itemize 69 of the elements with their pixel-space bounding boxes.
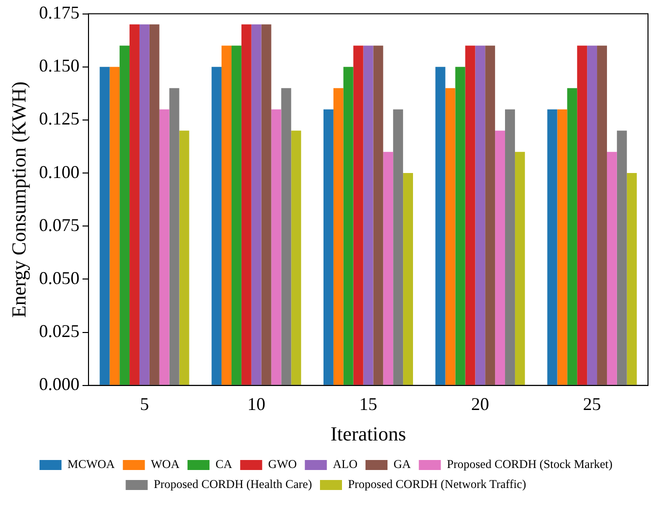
y-axis-title: Energy Consumption (KWH) [8, 81, 30, 318]
x-tick-label: 15 [359, 394, 378, 414]
y-tick-label: 0.125 [39, 108, 80, 129]
bar [383, 152, 394, 385]
y-tick-label: 0.000 [39, 374, 80, 394]
bar [159, 109, 170, 385]
bar [495, 130, 506, 385]
bar [281, 88, 292, 385]
bar [231, 46, 242, 385]
bar [120, 46, 130, 385]
bar [485, 46, 496, 385]
y-tick-label: 0.175 [39, 2, 80, 23]
bar [139, 24, 150, 385]
bar [403, 173, 414, 385]
bar [626, 173, 637, 385]
legend-label: GA [394, 457, 412, 472]
bar [110, 66, 120, 385]
bar [567, 88, 578, 385]
bar [505, 109, 515, 385]
bar [547, 109, 558, 385]
y-tick-label: 0.100 [39, 162, 80, 182]
bar [435, 66, 446, 385]
legend-label: Proposed CORDH (Health Care) [154, 477, 312, 492]
x-tick-label: 5 [140, 394, 149, 414]
bar [271, 109, 282, 385]
y-tick-label: 0.150 [39, 56, 80, 76]
legend-label: MCWOA [68, 457, 116, 472]
legend-label: Proposed CORDH (Network Traffic) [348, 477, 526, 492]
bar [393, 109, 404, 385]
bar [333, 88, 344, 385]
bar [373, 46, 384, 385]
y-tick-label: 0.050 [39, 268, 80, 288]
bar [241, 24, 252, 385]
legend-label: WOA [150, 457, 180, 472]
bar [169, 88, 180, 385]
bar [465, 46, 476, 385]
bar [149, 24, 160, 385]
bar [445, 88, 456, 385]
bar [291, 130, 302, 385]
bar [475, 46, 486, 385]
legend-label: Proposed CORDH (Stock Market) [446, 457, 612, 472]
bar [261, 24, 272, 385]
bar [343, 66, 354, 385]
y-tick-label: 0.075 [39, 214, 80, 235]
x-tick-label: 20 [471, 394, 490, 414]
bar [577, 46, 588, 385]
bar [130, 24, 140, 385]
bar [455, 66, 466, 385]
bar [222, 46, 232, 385]
bar [251, 24, 262, 385]
x-tick-label: 25 [583, 394, 602, 414]
bar [353, 46, 364, 385]
bar [597, 46, 607, 385]
bar [363, 46, 374, 385]
x-tick-label: 10 [247, 394, 266, 414]
bar [179, 130, 190, 385]
bar [100, 66, 110, 385]
legend-label: ALO [332, 457, 358, 472]
bar [212, 66, 222, 385]
x-axis-title: Iterations [330, 423, 406, 446]
bar [323, 109, 334, 385]
legend-label: CA [216, 457, 233, 472]
bar [587, 46, 598, 385]
y-tick-label: 0.025 [39, 321, 80, 342]
bar [557, 109, 568, 385]
bar [616, 130, 627, 385]
bar [514, 152, 525, 385]
bar [606, 152, 617, 385]
legend-label: GWO [268, 457, 298, 472]
